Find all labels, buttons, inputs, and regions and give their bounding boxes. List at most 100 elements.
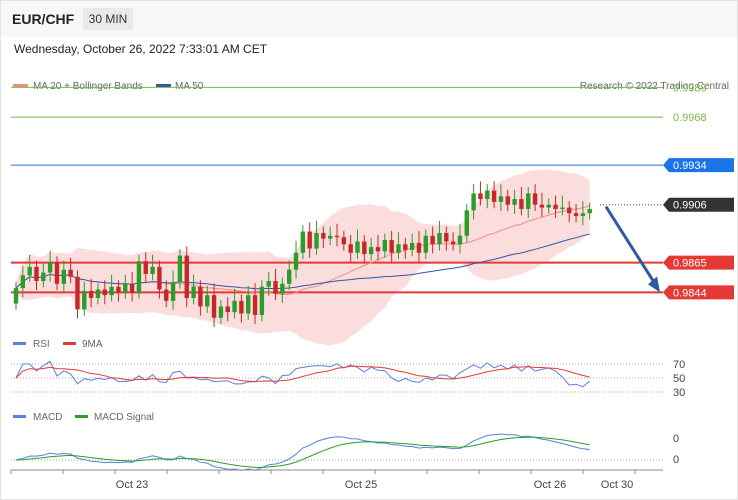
ma50-legend-swatch [156,84,171,87]
candle-body [512,199,517,205]
candle-body [246,295,251,314]
candle-body [519,199,524,209]
candle-body [457,235,463,245]
candle-body [526,193,531,209]
candle-body [177,255,183,283]
candle-body [403,244,408,250]
symbol-label: EUR/CHF [12,11,75,27]
x-axis-ticks: Oct 23 Oct 25 Oct 26 Oct 30 [10,470,636,491]
candle-body [211,295,217,318]
candle-body [314,232,319,249]
candle-body [532,193,538,205]
candle-body [416,242,422,253]
candle-body [184,255,189,298]
level-label: 0.9865 [673,258,707,270]
candle-body [116,286,121,293]
forecast-arrow-shaft [604,205,658,287]
x-tick-label: Oct 23 [116,479,148,491]
candle-body [205,295,210,307]
candle-body [587,208,592,214]
candle-body [41,272,46,282]
candle-body [88,290,94,298]
candle-body [82,290,87,310]
header-bar: EUR/CHF 30 MIN [1,1,737,37]
candle-body [13,288,19,304]
candle-body [102,289,107,296]
candle-body [27,266,32,276]
candle-body [123,283,128,293]
candle-body [362,241,367,255]
level-label: 0.9934 [673,160,707,172]
candle-body [409,242,415,250]
candle-body [157,266,162,290]
level-label: 0.9906 [673,200,707,212]
ma50-legend-label: MA 50 [175,81,204,92]
candle-body [437,232,442,245]
candle-body [300,231,306,253]
candle-body [225,306,230,313]
rsi-legend-label: RSI [33,339,50,350]
candle-body [375,247,381,252]
candle-body [164,289,169,301]
candle-body [273,281,278,294]
candle-body [368,247,374,255]
rsi-tick-50: 50 [673,373,685,385]
candle-body [61,269,67,284]
rsi-ma-line [15,365,590,383]
level-label-box [663,285,734,300]
candle-body [191,286,196,298]
candle-body [34,266,39,282]
candle-body [239,300,244,314]
candle-body [389,240,394,253]
rsi-ma-legend-label: 9MA [82,339,103,350]
candle-body [560,207,565,209]
candle-body [355,241,360,253]
candle-body [280,283,285,294]
candle-body [287,269,292,284]
candle-body [567,207,572,214]
rsi-ma-legend-swatch [63,342,76,345]
macd-legend-swatch [13,415,26,418]
level-label-box [663,197,734,212]
candle-body [252,295,258,315]
candle-body [150,266,155,274]
level-label: 0.9844 [673,287,707,299]
candle-body [334,235,340,238]
candle-body [505,196,510,205]
candle-body [444,232,449,242]
candle-body [580,213,586,217]
macd-line [15,433,590,471]
ma20-legend-swatch [13,84,28,87]
x-tick-label: Oct 26 [534,479,566,491]
rsi-line [15,360,591,388]
forecast-arrow [604,205,660,293]
candle-body [293,252,299,270]
candle-body [382,240,388,252]
candle-body [450,241,456,245]
candle-body [136,261,142,293]
candle-body [491,190,497,202]
candle-body [20,275,26,289]
candle-body [471,193,476,211]
candle-body [259,286,265,315]
timeframe-button[interactable]: 30 MIN [83,8,133,30]
x-tick-label: Oct 30 [601,479,633,491]
candle-body [485,190,490,200]
level-label-box [663,255,734,270]
macd-tick-lower: 0 [673,454,679,466]
level-label: 0.9968 [673,112,707,124]
candle-body [464,210,469,236]
candle-body [95,289,101,298]
timestamp: Wednesday, October 26, 2022 7:33:01 AM C… [14,42,268,56]
candle-body [47,262,53,273]
candle-body [218,306,224,318]
ma20-legend-label: MA 20 + Bollinger Bands [33,81,143,92]
candle-body [54,262,60,284]
candle-body [75,276,80,310]
candle-body [423,235,428,253]
candle-body [341,237,347,245]
candle-body [129,283,135,293]
level-label: 0.9989 [673,82,707,94]
macd-signal-legend-swatch [75,415,88,418]
